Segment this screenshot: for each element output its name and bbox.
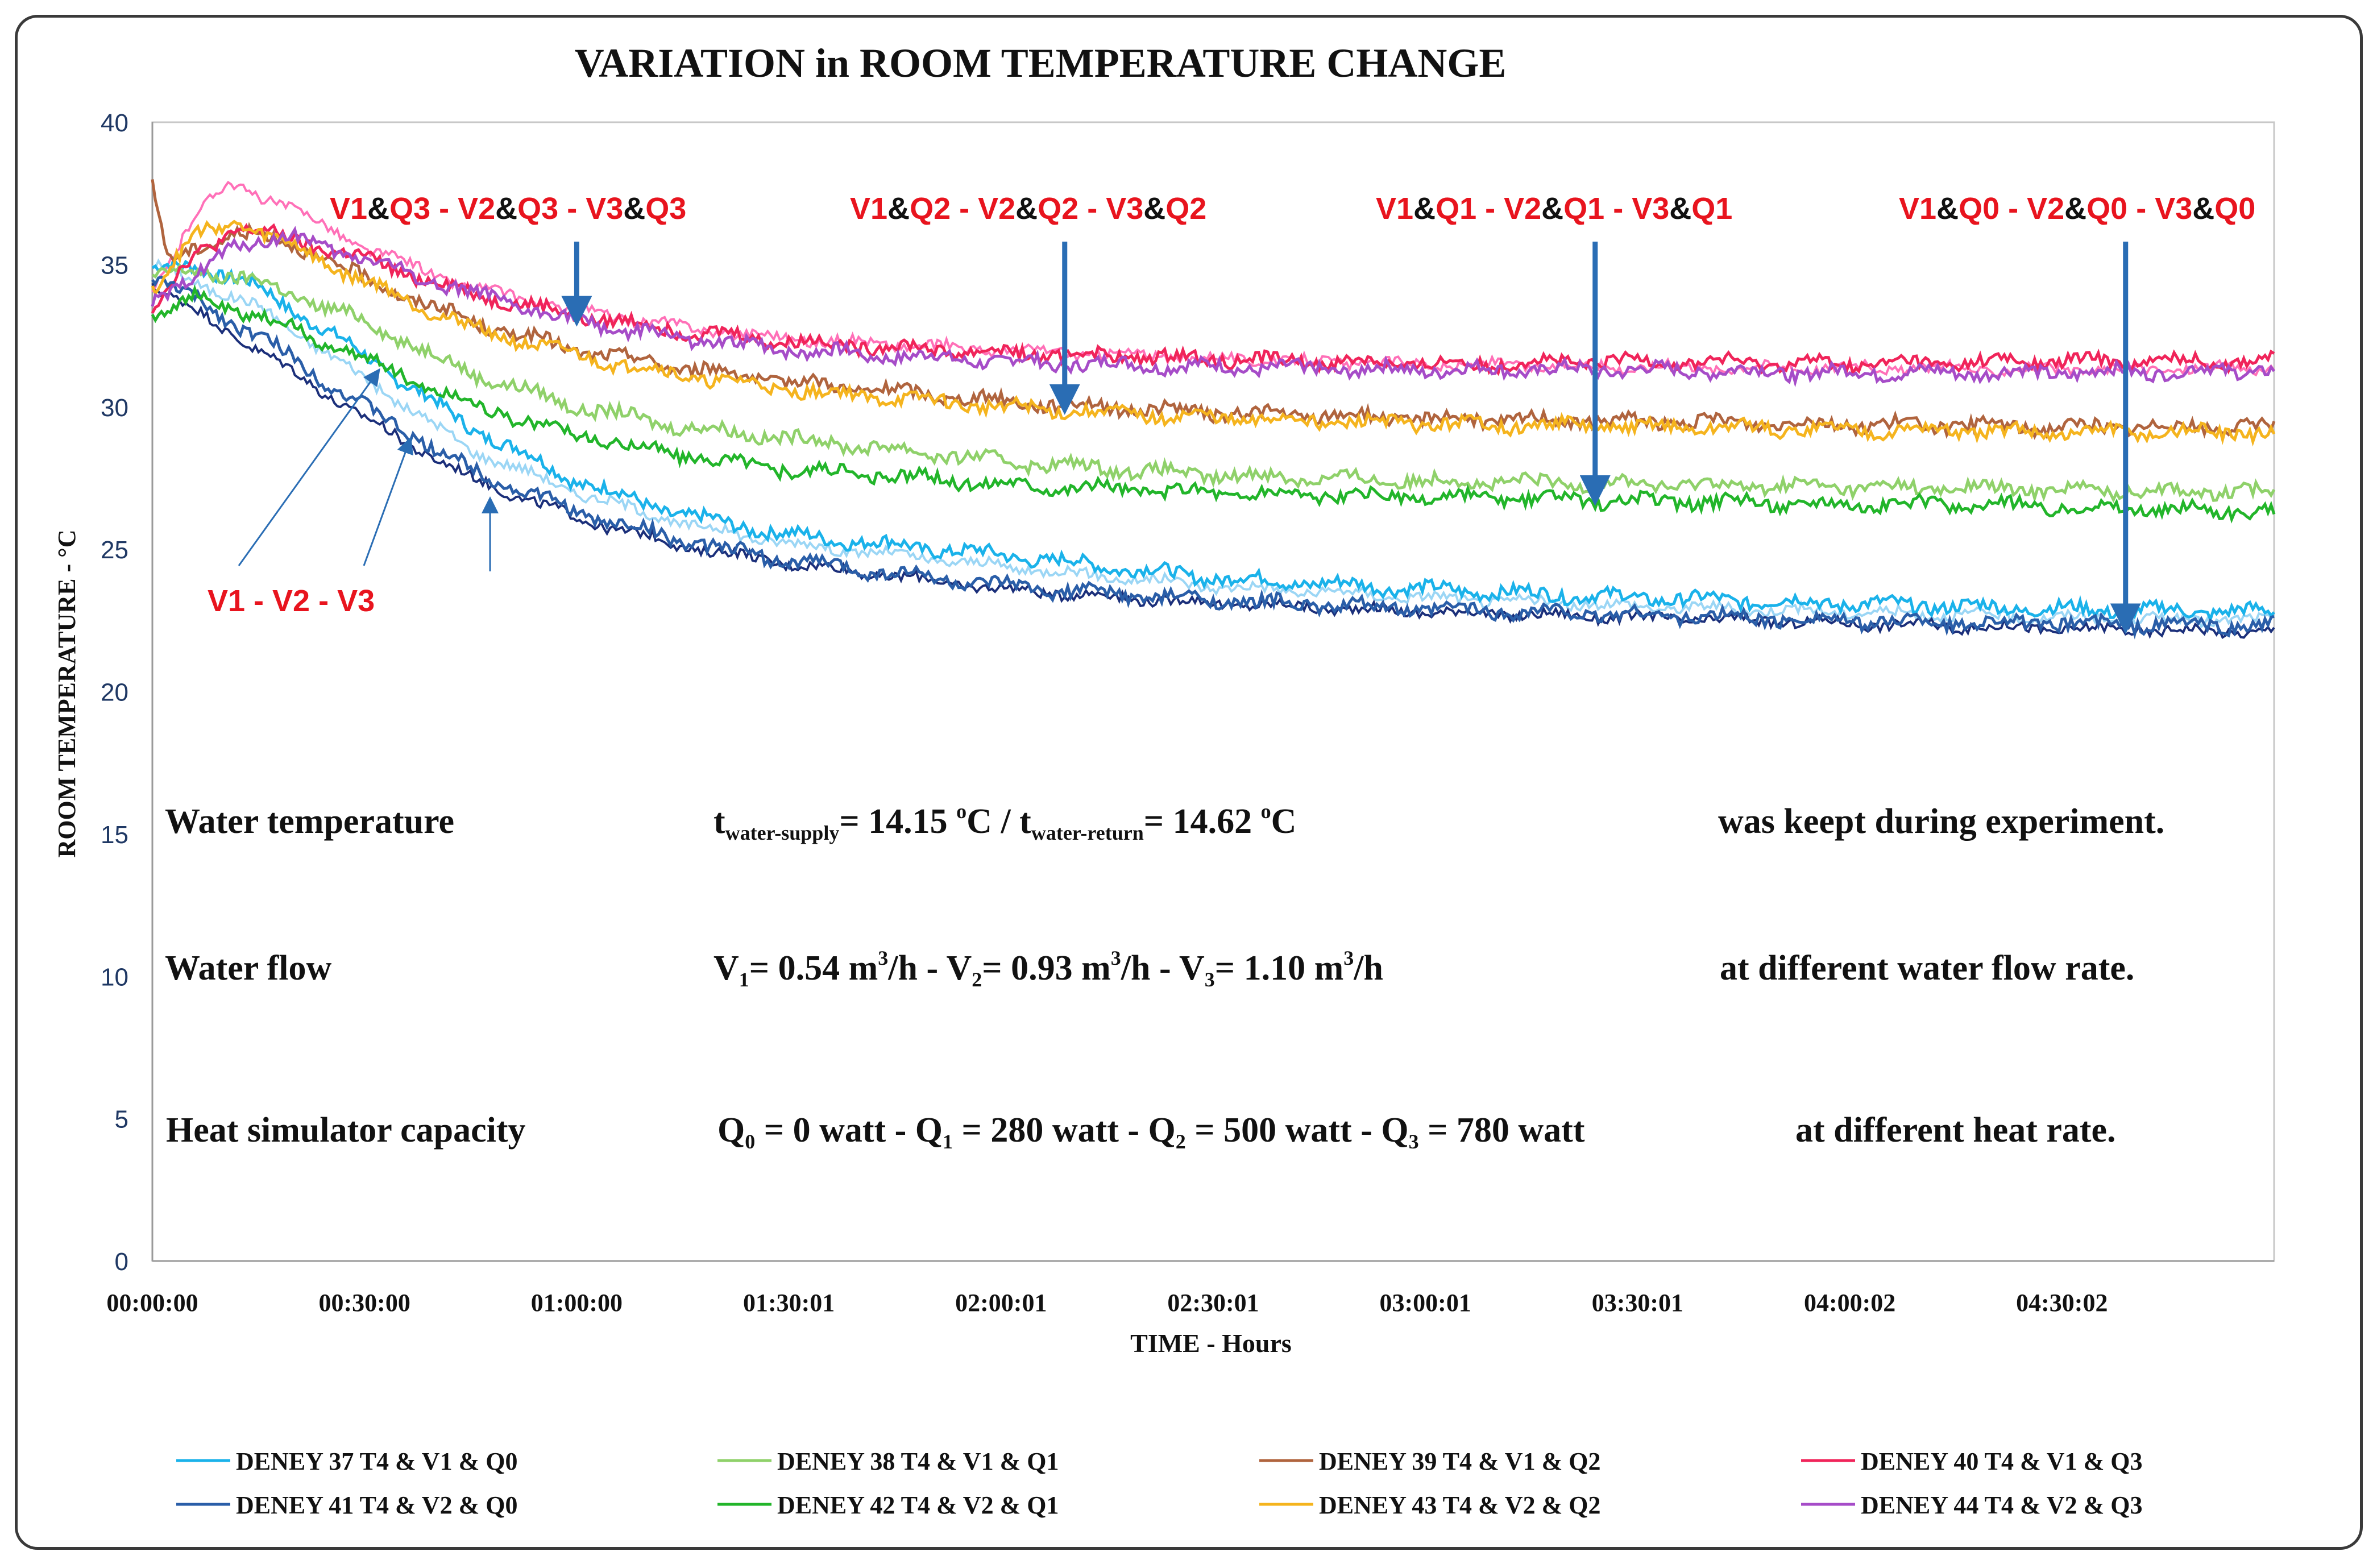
- legend-item: DENEY 37 T4 & V1 & Q0: [176, 1447, 517, 1475]
- legend-label: DENEY 42 T4 & V2 & Q1: [777, 1491, 1059, 1519]
- y-axis-label: ROOM TEMPERATURE - °C: [53, 530, 81, 858]
- legend-item: DENEY 43 T4 & V2 & Q2: [1259, 1491, 1600, 1519]
- series-line: [151, 226, 2275, 388]
- v-arrow-2: [363, 436, 413, 566]
- legend-item: DENEY 42 T4 & V2 & Q1: [717, 1491, 1059, 1519]
- v-arrow-1: [238, 368, 380, 566]
- note-water-flow-label: Water flow: [165, 949, 332, 988]
- y-tick-label: 0: [115, 1248, 128, 1276]
- x-tick-label: 01:00:00: [531, 1289, 623, 1317]
- y-tick-label: 35: [101, 251, 128, 279]
- legend-label: DENEY 40 T4 & V1 & Q3: [1861, 1447, 2142, 1475]
- x-tick-label: 01:30:01: [743, 1289, 835, 1317]
- y-tick-label: 25: [101, 536, 128, 564]
- x-tick-label: 02:30:01: [1167, 1289, 1259, 1317]
- legend-item: DENEY 38 T4 & V1 & Q1: [717, 1447, 1059, 1475]
- y-tick-label: 10: [101, 963, 128, 991]
- series-line: [151, 256, 2275, 624]
- note-water-temperature-right: was keept during experiment.: [1718, 802, 2164, 841]
- series-line: [151, 219, 2276, 447]
- series-line: [151, 263, 2276, 504]
- note-heat-value: Q0 = 0 watt - Q1 = 280 watt - Q2 = 500 w…: [717, 1111, 1585, 1153]
- v-group-label: V1 - V2 - V3: [208, 584, 375, 618]
- note-water-temperature-label: Water temperature: [165, 802, 454, 841]
- note-heat-right: at different heat rate.: [1795, 1111, 2116, 1150]
- legend-item: DENEY 41 T4 & V2 & Q0: [176, 1491, 517, 1519]
- x-tick-label: 04:30:02: [2016, 1289, 2108, 1317]
- x-tick-label: 02:00:01: [955, 1289, 1047, 1317]
- annotations: V1&Q3 - V2&Q3 - V3&Q3 V1&Q2 - V2&Q2 - V3&…: [208, 192, 2255, 634]
- y-tick-label: 20: [101, 679, 128, 707]
- y-tick-label: 40: [101, 109, 128, 137]
- group-label-q2: V1&Q2 - V2&Q2 - V3&Q2: [850, 192, 1206, 226]
- note-water-flow-right: at different water flow rate.: [1720, 949, 2134, 988]
- group-label-q0: V1&Q0 - V2&Q0 - V3&Q0: [1899, 192, 2255, 226]
- series-line-extra: [152, 258, 2275, 629]
- legend-item: DENEY 44 T4 & V2 & Q3: [1801, 1491, 2142, 1519]
- legend-label: DENEY 43 T4 & V2 & Q2: [1319, 1491, 1600, 1519]
- group-label-q1: V1&Q1 - V2&Q1 - V3&Q1: [1376, 192, 1732, 226]
- notes-block: Water temperature twater-supply= 14.15 o…: [165, 800, 2164, 1153]
- x-tick-label: 04:00:02: [1804, 1289, 1895, 1317]
- x-tick-label: 00:30:00: [319, 1289, 410, 1317]
- x-tick-label: 00:00:00: [106, 1289, 198, 1317]
- chart-title: VARIATION in ROOM TEMPERATURE CHANGE: [575, 40, 1507, 86]
- x-tick-label: 03:30:01: [1592, 1289, 1683, 1317]
- note-water-flow-value: V1= 0.54 m3/h - V2= 0.93 m3/h - V3= 1.10…: [713, 947, 1383, 991]
- x-tick-label: 03:00:01: [1380, 1289, 1471, 1317]
- legend-item: DENEY 40 T4 & V1 & Q3: [1801, 1447, 2142, 1475]
- group-label-q3: V1&Q3 - V2&Q3 - V3&Q3: [330, 192, 686, 226]
- y-tick-label: 5: [115, 1106, 128, 1134]
- legend-label: DENEY 39 T4 & V1 & Q2: [1319, 1447, 1600, 1475]
- note-heat-label: Heat simulator capacity: [166, 1111, 526, 1150]
- legend-item: DENEY 39 T4 & V1 & Q2: [1259, 1447, 1600, 1475]
- legend-label: DENEY 37 T4 & V1 & Q0: [236, 1447, 517, 1475]
- series-line: [151, 284, 2276, 524]
- x-axis-label: TIME - Hours: [1130, 1329, 1292, 1358]
- legend-label: DENEY 44 T4 & V2 & Q3: [1861, 1491, 2142, 1519]
- series-lines: [151, 179, 2276, 640]
- legend-label: DENEY 41 T4 & V2 & Q0: [236, 1491, 517, 1519]
- y-tick-label: 30: [101, 394, 128, 422]
- y-axis-ticks: 0 5 10 15 20 25 30 35 40: [101, 109, 128, 1276]
- legend-label: DENEY 38 T4 & V1 & Q1: [777, 1447, 1059, 1475]
- note-water-temperature-value: twater-supply= 14.15 oC / twater-return=…: [713, 800, 1296, 844]
- series-line: [151, 275, 2275, 640]
- legend: DENEY 37 T4 & V1 & Q0 DENEY 38 T4 & V1 & …: [176, 1447, 2142, 1519]
- series-line: [151, 179, 2276, 440]
- series-line: [151, 223, 2275, 377]
- y-tick-label: 15: [101, 821, 128, 849]
- x-axis-ticks: 00:00:00 00:30:00 01:00:00 01:30:01 02:00:01…: [106, 1289, 2108, 1317]
